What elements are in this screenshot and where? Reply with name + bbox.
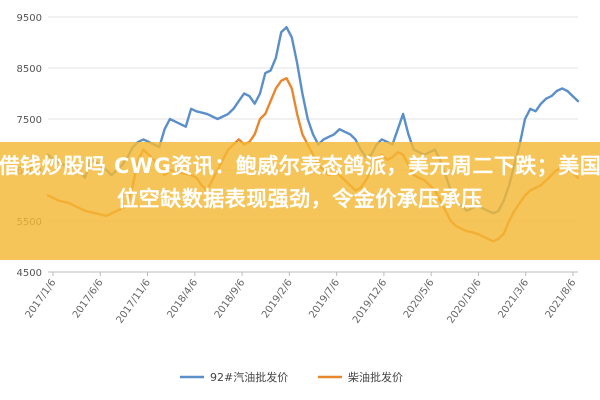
legend-label: 柴油批发价 [348, 370, 403, 384]
x-tick-label: 2020/5/6 [402, 277, 437, 320]
legend-item-diesel: 柴油批发价 [318, 370, 403, 384]
x-tick-label: 2021/8/6 [544, 277, 579, 320]
x-axis: 2017/1/6 2017/6/6 2017/11/6 2018/4/6 2018/9/… [24, 271, 579, 326]
x-tick-label: 2017/6/6 [71, 277, 106, 320]
legend-label: 92#汽油批发价 [210, 370, 288, 384]
headline-banner [0, 142, 600, 260]
legend: 92#汽油批发价 柴油批发价 [180, 370, 403, 384]
x-tick-label: 2019/12/6 [351, 277, 389, 325]
x-tick-label: 2017/11/6 [115, 277, 153, 325]
x-tick-label: 2018/4/6 [165, 277, 200, 320]
x-tick-label: 2018/9/6 [213, 277, 248, 320]
x-tick-label: 2019/7/6 [307, 277, 342, 320]
headline-text: 能借钱炒股吗 CWG资讯：鲍威尔表态鸽派，美元周二下跌；美国职位空缺数据表现强劲… [0, 154, 600, 211]
y-tick-label: 4500 [17, 268, 42, 279]
x-tick-label: 2017/1/6 [24, 277, 59, 320]
x-tick-label: 2019/2/6 [260, 277, 295, 320]
y-tick-label: 7500 [17, 115, 42, 126]
legend-item-92-gasoline: 92#汽油批发价 [180, 370, 288, 384]
x-tick-label: 2020/10/6 [445, 277, 483, 325]
x-tick-label: 2021/3/6 [496, 277, 531, 320]
y-tick-label: 8500 [17, 64, 42, 75]
y-tick-label: 9500 [17, 13, 42, 24]
